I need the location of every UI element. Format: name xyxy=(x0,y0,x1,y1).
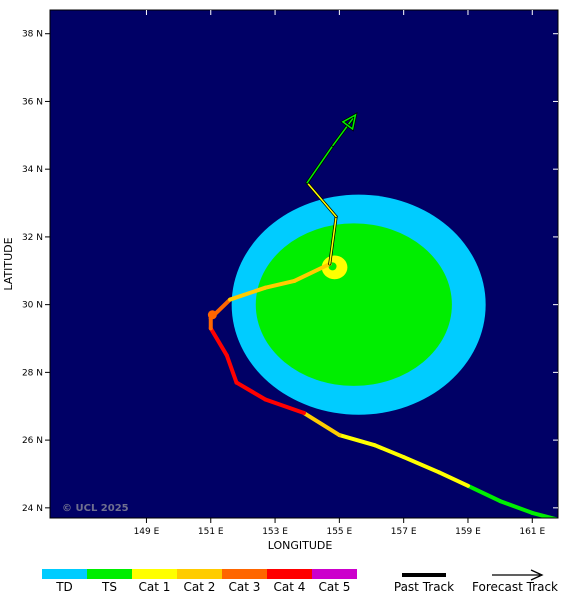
copyright-credit: © UCL 2025 xyxy=(62,503,129,514)
forecast-track-segment xyxy=(328,215,337,265)
x-axis-title: LONGITUDE xyxy=(268,539,333,552)
past-track-segment xyxy=(228,285,268,302)
past-track-segment xyxy=(263,397,306,416)
past-track-segment xyxy=(465,483,503,504)
legend-swatch-cat-2 xyxy=(177,569,222,579)
past-track-segment xyxy=(337,433,377,448)
plot-content: © UCL 2025 xyxy=(62,112,558,518)
legend-label-cat-2: Cat 2 xyxy=(184,580,216,594)
past-track-segment xyxy=(224,353,239,385)
forecast-arrowhead xyxy=(341,113,357,131)
past-track-segment xyxy=(292,262,332,283)
y-axis-title: LATITUDE xyxy=(2,237,15,290)
lat-tick-label: 24 N xyxy=(22,504,43,514)
past-track-segment xyxy=(208,326,229,358)
intensity-legend: TD TS Cat 1 Cat 2 Cat 3 Cat 4 Cat 5 Past Track F… xyxy=(42,569,558,594)
lat-tick-label: 34 N xyxy=(22,165,43,175)
map-axes: 149 E 151 E 153 E 155 E 157 E 159 E 161 E 24 N 2… xyxy=(2,9,559,552)
legend-swatch-cat-4 xyxy=(267,569,312,579)
past-track-segment xyxy=(372,443,406,460)
map-plot-area: © UCL 2025 xyxy=(50,10,558,518)
legend-swatch-ts xyxy=(87,569,132,579)
legend-label-cat-3: Cat 3 xyxy=(229,580,261,594)
lon-tick-label: 155 E xyxy=(326,527,352,537)
lat-tick-label: 28 N xyxy=(22,368,43,378)
legend-label-cat-4: Cat 4 xyxy=(274,580,306,594)
lon-tick-label: 159 E xyxy=(455,527,481,537)
lon-tick-label: 149 E xyxy=(134,527,160,537)
lon-tick-label: 157 E xyxy=(391,527,417,537)
forecast-track-segment xyxy=(332,114,357,147)
legend-label-cat-1: Cat 1 xyxy=(139,580,171,594)
forecast-track-segment xyxy=(306,144,334,184)
lon-tick-label: 151 E xyxy=(198,527,224,537)
lat-tick-label: 36 N xyxy=(22,97,43,107)
lat-tick-label: 30 N xyxy=(22,301,43,311)
lon-tick-label: 161 E xyxy=(519,527,545,537)
forecast-track-segment xyxy=(306,181,337,218)
lon-tick-label: 153 E xyxy=(262,527,288,537)
past-track-segment xyxy=(437,470,470,488)
past-track-segment xyxy=(234,380,268,402)
legend-label-td: TD xyxy=(55,580,73,594)
legend-label-cat-5: Cat 5 xyxy=(319,580,351,594)
past-track-segment xyxy=(498,499,535,515)
plot-frame xyxy=(49,9,559,519)
legend-swatch-td xyxy=(42,569,87,579)
past-track-segment xyxy=(530,510,558,518)
forecast-track-legend-arrow xyxy=(530,569,544,581)
lat-tick-label: 26 N xyxy=(22,436,43,446)
legend-label-ts: TS xyxy=(101,580,117,594)
past-track-segment xyxy=(302,411,342,438)
past-track-segment xyxy=(401,455,442,475)
ts-wind-field xyxy=(255,223,452,386)
legend-swatch-cat-1 xyxy=(132,569,177,579)
lat-tick-label: 32 N xyxy=(22,233,43,243)
position-marker xyxy=(207,310,217,320)
lat-tick-label: 38 N xyxy=(22,30,43,40)
legend-swatch-cat-5 xyxy=(312,569,357,579)
forecast-track-legend-label: Forecast Track xyxy=(472,580,558,594)
past-track-segment xyxy=(263,278,297,290)
legend-swatch-cat-3 xyxy=(222,569,267,579)
past-track-legend-label: Past Track xyxy=(394,580,454,594)
